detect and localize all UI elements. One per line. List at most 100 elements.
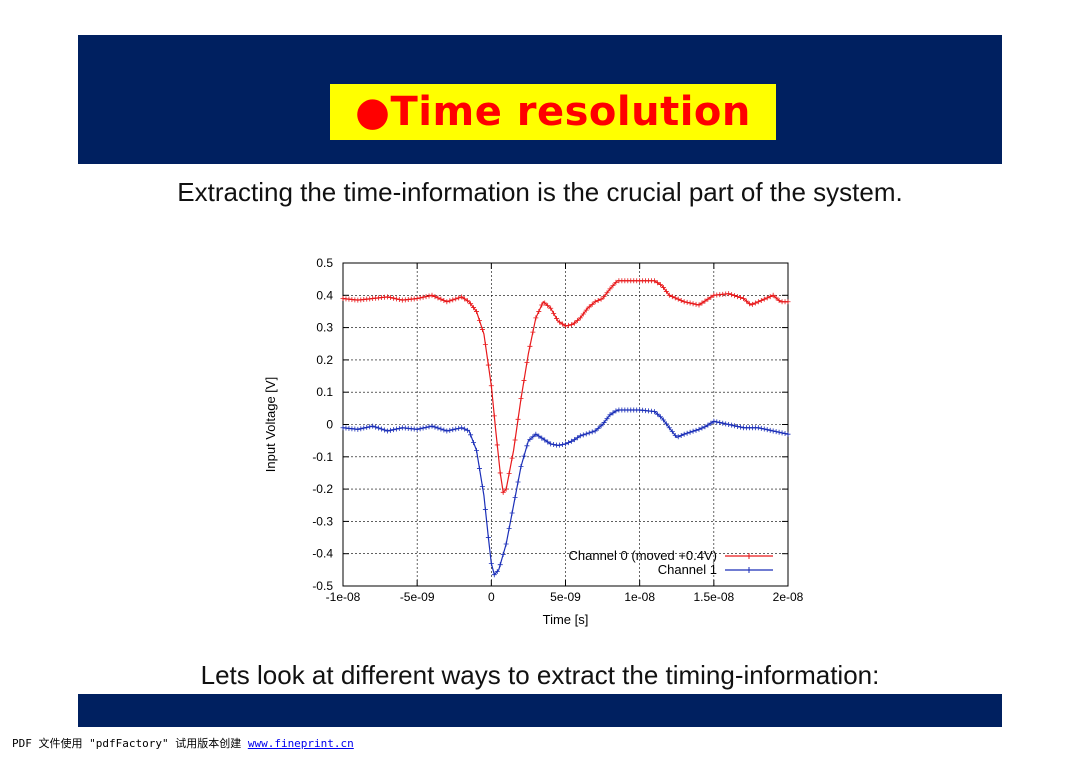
series-marker-channel0 — [672, 295, 678, 301]
series-marker-channel1 — [536, 433, 542, 439]
series-marker-channel1 — [568, 438, 574, 444]
series-marker-channel0 — [580, 311, 586, 317]
series-marker-channel1 — [456, 425, 462, 431]
series-marker-channel0 — [663, 288, 669, 294]
series-marker-channel0 — [479, 327, 485, 333]
y-axis-label: Input Voltage [V] — [263, 377, 278, 472]
series-marker-channel1 — [423, 424, 429, 430]
series-marker-channel1 — [690, 428, 696, 434]
series-marker-channel1 — [595, 425, 601, 431]
series-marker-channel1 — [657, 414, 663, 420]
series-marker-channel0 — [565, 322, 571, 328]
series-marker-channel0 — [705, 296, 711, 302]
series-marker-channel1 — [530, 434, 536, 440]
series-marker-channel1 — [726, 422, 732, 427]
series-marker-channel1 — [663, 421, 669, 427]
series-marker-channel0 — [521, 378, 527, 384]
series-marker-channel1 — [708, 420, 714, 426]
series-marker-channel1 — [714, 419, 720, 425]
series-marker-channel1 — [557, 442, 563, 448]
series-marker-channel1 — [601, 420, 607, 426]
pdf-footer-text: PDF 文件使用 "pdfFactory" 试用版本创建 — [12, 737, 248, 750]
series-marker-channel1 — [758, 425, 764, 431]
series-marker-channel1 — [462, 426, 468, 432]
series-marker-channel0 — [675, 296, 681, 302]
legend-label-channel1: Channel 1 — [658, 562, 717, 577]
series-marker-channel1 — [485, 535, 491, 541]
series-marker-channel0 — [444, 299, 450, 305]
series-marker-channel1 — [705, 422, 711, 428]
series-marker-channel0 — [657, 282, 663, 288]
series-marker-channel0 — [687, 300, 693, 306]
series-marker-channel0 — [497, 470, 503, 476]
series-marker-channel1 — [723, 421, 729, 427]
series-marker-channel1 — [438, 426, 444, 432]
series-marker-channel0 — [450, 297, 456, 303]
series-marker-channel0 — [459, 294, 465, 300]
series-marker-channel0 — [586, 304, 592, 310]
series-marker-channel0 — [432, 294, 438, 300]
series-marker-channel0 — [551, 310, 557, 316]
y-tick-label: -0.3 — [312, 514, 333, 528]
series-marker-channel1 — [533, 431, 539, 437]
series-marker-channel0 — [518, 396, 524, 402]
series-marker-channel0 — [512, 437, 518, 443]
legend-label-channel0: Channel 0 (moved +0.4V) — [568, 548, 717, 563]
series-marker-channel1 — [732, 423, 738, 429]
series-marker-channel1 — [471, 440, 477, 446]
series-marker-channel0 — [438, 296, 444, 302]
series-marker-channel0 — [732, 293, 738, 299]
series-marker-channel0 — [681, 299, 687, 305]
series-marker-channel0 — [456, 295, 462, 301]
series-marker-channel1 — [527, 436, 533, 442]
series-marker-channel1 — [693, 427, 699, 433]
series-marker-channel0 — [693, 301, 699, 307]
series-marker-channel0 — [500, 489, 506, 495]
series-marker-channel1 — [376, 425, 382, 431]
series-marker-channel0 — [743, 298, 749, 304]
series-marker-channel0 — [785, 299, 791, 305]
series-marker-channel0 — [741, 296, 746, 302]
series-marker-channel0 — [527, 343, 533, 349]
series-marker-channel1 — [604, 416, 610, 422]
series-marker-channel0 — [738, 295, 744, 301]
series-marker-channel0 — [429, 292, 435, 298]
series-marker-channel0 — [776, 297, 782, 303]
series-marker-channel0 — [595, 297, 601, 303]
series-marker-channel0 — [557, 319, 563, 325]
series-marker-channel0 — [652, 278, 657, 284]
series-marker-channel1 — [729, 422, 735, 428]
series-marker-channel0 — [545, 303, 551, 309]
series-marker-channel1 — [361, 425, 367, 431]
series-marker-channel0 — [491, 413, 497, 419]
series-marker-channel1 — [563, 441, 568, 447]
series-marker-channel1 — [521, 453, 527, 459]
series-marker-channel1 — [717, 420, 723, 426]
series-marker-channel1 — [539, 435, 545, 441]
series-marker-channel1 — [654, 411, 660, 417]
series-marker-channel1 — [373, 424, 379, 430]
series-marker-channel0 — [690, 301, 696, 307]
series-marker-channel0 — [390, 295, 396, 301]
series-marker-channel1 — [364, 424, 370, 430]
series-marker-channel1 — [444, 428, 450, 434]
series-marker-channel1 — [660, 417, 666, 423]
series-marker-channel1 — [785, 431, 791, 437]
series-marker-channel1 — [773, 429, 779, 435]
series-marker-channel1 — [497, 562, 503, 568]
series-marker-channel1 — [515, 479, 521, 485]
series-marker-channel0 — [660, 285, 666, 291]
series-marker-channel0 — [539, 302, 545, 308]
series-marker-channel0 — [488, 383, 494, 389]
series-marker-channel1 — [678, 432, 684, 438]
series-marker-channel1 — [565, 440, 571, 446]
series-marker-channel0 — [494, 442, 500, 448]
y-tick-label: -0.2 — [312, 482, 333, 496]
series-marker-channel0 — [702, 298, 708, 304]
y-tick-label: -0.5 — [312, 579, 333, 593]
series-marker-channel1 — [355, 426, 361, 432]
footer-band — [78, 694, 1002, 727]
series-marker-channel1 — [426, 424, 432, 430]
series-marker-channel1 — [580, 432, 586, 438]
fineprint-link[interactable]: www.fineprint.cn — [247, 737, 354, 750]
